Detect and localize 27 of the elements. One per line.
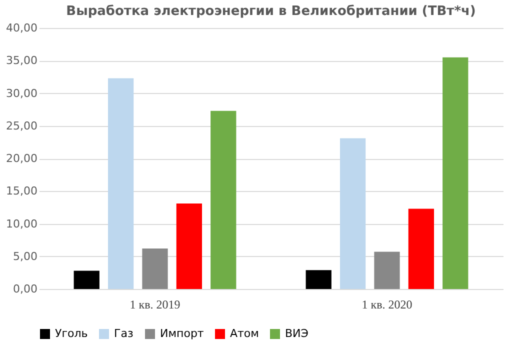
bar — [442, 57, 468, 289]
bar — [374, 252, 400, 289]
y-tick-label: 20,00 — [6, 152, 38, 165]
y-tick-label: 30,00 — [6, 86, 38, 100]
y-tick-label: 0,00 — [13, 282, 38, 296]
y-tick-label: 35,00 — [6, 54, 38, 68]
bar — [108, 78, 134, 289]
bar — [340, 138, 366, 289]
y-tick-label: 5,00 — [13, 250, 38, 263]
legend-label: Атом — [230, 327, 259, 340]
bar — [306, 270, 332, 289]
chart-title: Выработка электроэнергии в Великобритании (ТВт*ч) — [66, 4, 476, 19]
x-tick-label: 1 кв. 2019 — [130, 298, 180, 312]
bar — [408, 208, 434, 289]
bar — [142, 248, 168, 289]
bar — [210, 110, 236, 289]
y-tick-label: 10,00 — [6, 217, 38, 230]
y-tick-label: 25,00 — [6, 119, 38, 132]
y-tick-label: 40,00 — [6, 22, 38, 34]
legend-label: Импорт — [160, 327, 204, 340]
y-tick-label: 15,00 — [6, 184, 38, 198]
legend-label: Газ — [114, 327, 134, 340]
legend-label: Уголь — [55, 327, 88, 340]
legend-label: ВИЭ — [285, 327, 309, 340]
bar — [176, 204, 202, 289]
x-tick-label: 1 кв. 2020 — [362, 298, 412, 312]
bar — [74, 270, 100, 289]
